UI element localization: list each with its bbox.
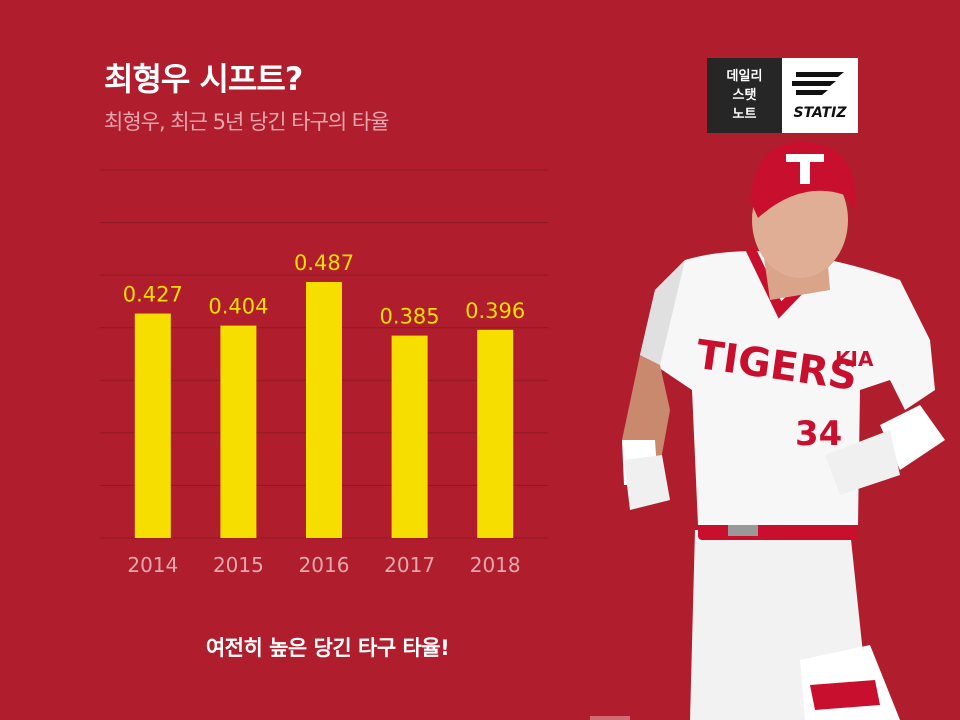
- jersey-number: 34: [795, 414, 842, 454]
- value-label-2014: 0.427: [123, 283, 183, 307]
- x-tick-2016: 2016: [299, 553, 350, 577]
- x-tick-2014: 2014: [127, 553, 178, 577]
- value-labels: 0.427 0.404 0.487 0.385 0.396: [123, 251, 526, 329]
- footer-caption: 여전히 높은 당긴 타구 타율!: [205, 636, 450, 660]
- bar-2015: [220, 325, 257, 538]
- x-tick-2018: 2018: [470, 553, 521, 577]
- logo-line-2: 스탯: [732, 88, 757, 103]
- chart-subtitle: 최형우, 최근 5년 당긴 타구의 타율: [104, 110, 390, 134]
- logo-line-3: 노트: [732, 107, 757, 122]
- jersey-badge-text: KIA: [835, 347, 874, 371]
- x-tick-2015: 2015: [213, 553, 264, 577]
- bottom-accent-bar: [590, 716, 630, 720]
- bar-2017: [391, 335, 428, 538]
- x-tick-2017: 2017: [384, 553, 435, 577]
- bar-2016: [306, 281, 342, 538]
- value-label-2018: 0.396: [465, 299, 525, 323]
- daily-stat-note-badge: 데일리 스탯 노트: [707, 58, 782, 133]
- baseball-player-image: T TIGERS KIA 34: [622, 141, 945, 720]
- bar-2018: [477, 329, 514, 538]
- x-tick-labels: 2014 2015 2016 2017 2018: [127, 553, 520, 577]
- logo-line-1: 데일리: [726, 69, 763, 84]
- value-label-2016: 0.487: [294, 251, 354, 275]
- value-label-2015: 0.404: [208, 295, 268, 319]
- statiz-wordmark: STATIZ: [793, 105, 847, 121]
- statiz-lines-icon: [792, 72, 844, 95]
- chart-title: 최형우 시프트?: [104, 60, 303, 98]
- bars: [134, 281, 514, 538]
- statiz-logo: 데일리 스탯 노트 STATIZ: [707, 58, 858, 133]
- statiz-brand: STATIZ: [782, 58, 858, 133]
- helmet-letter: T: [805, 175, 806, 177]
- value-label-2017: 0.385: [380, 305, 440, 329]
- bar-2014: [134, 313, 171, 538]
